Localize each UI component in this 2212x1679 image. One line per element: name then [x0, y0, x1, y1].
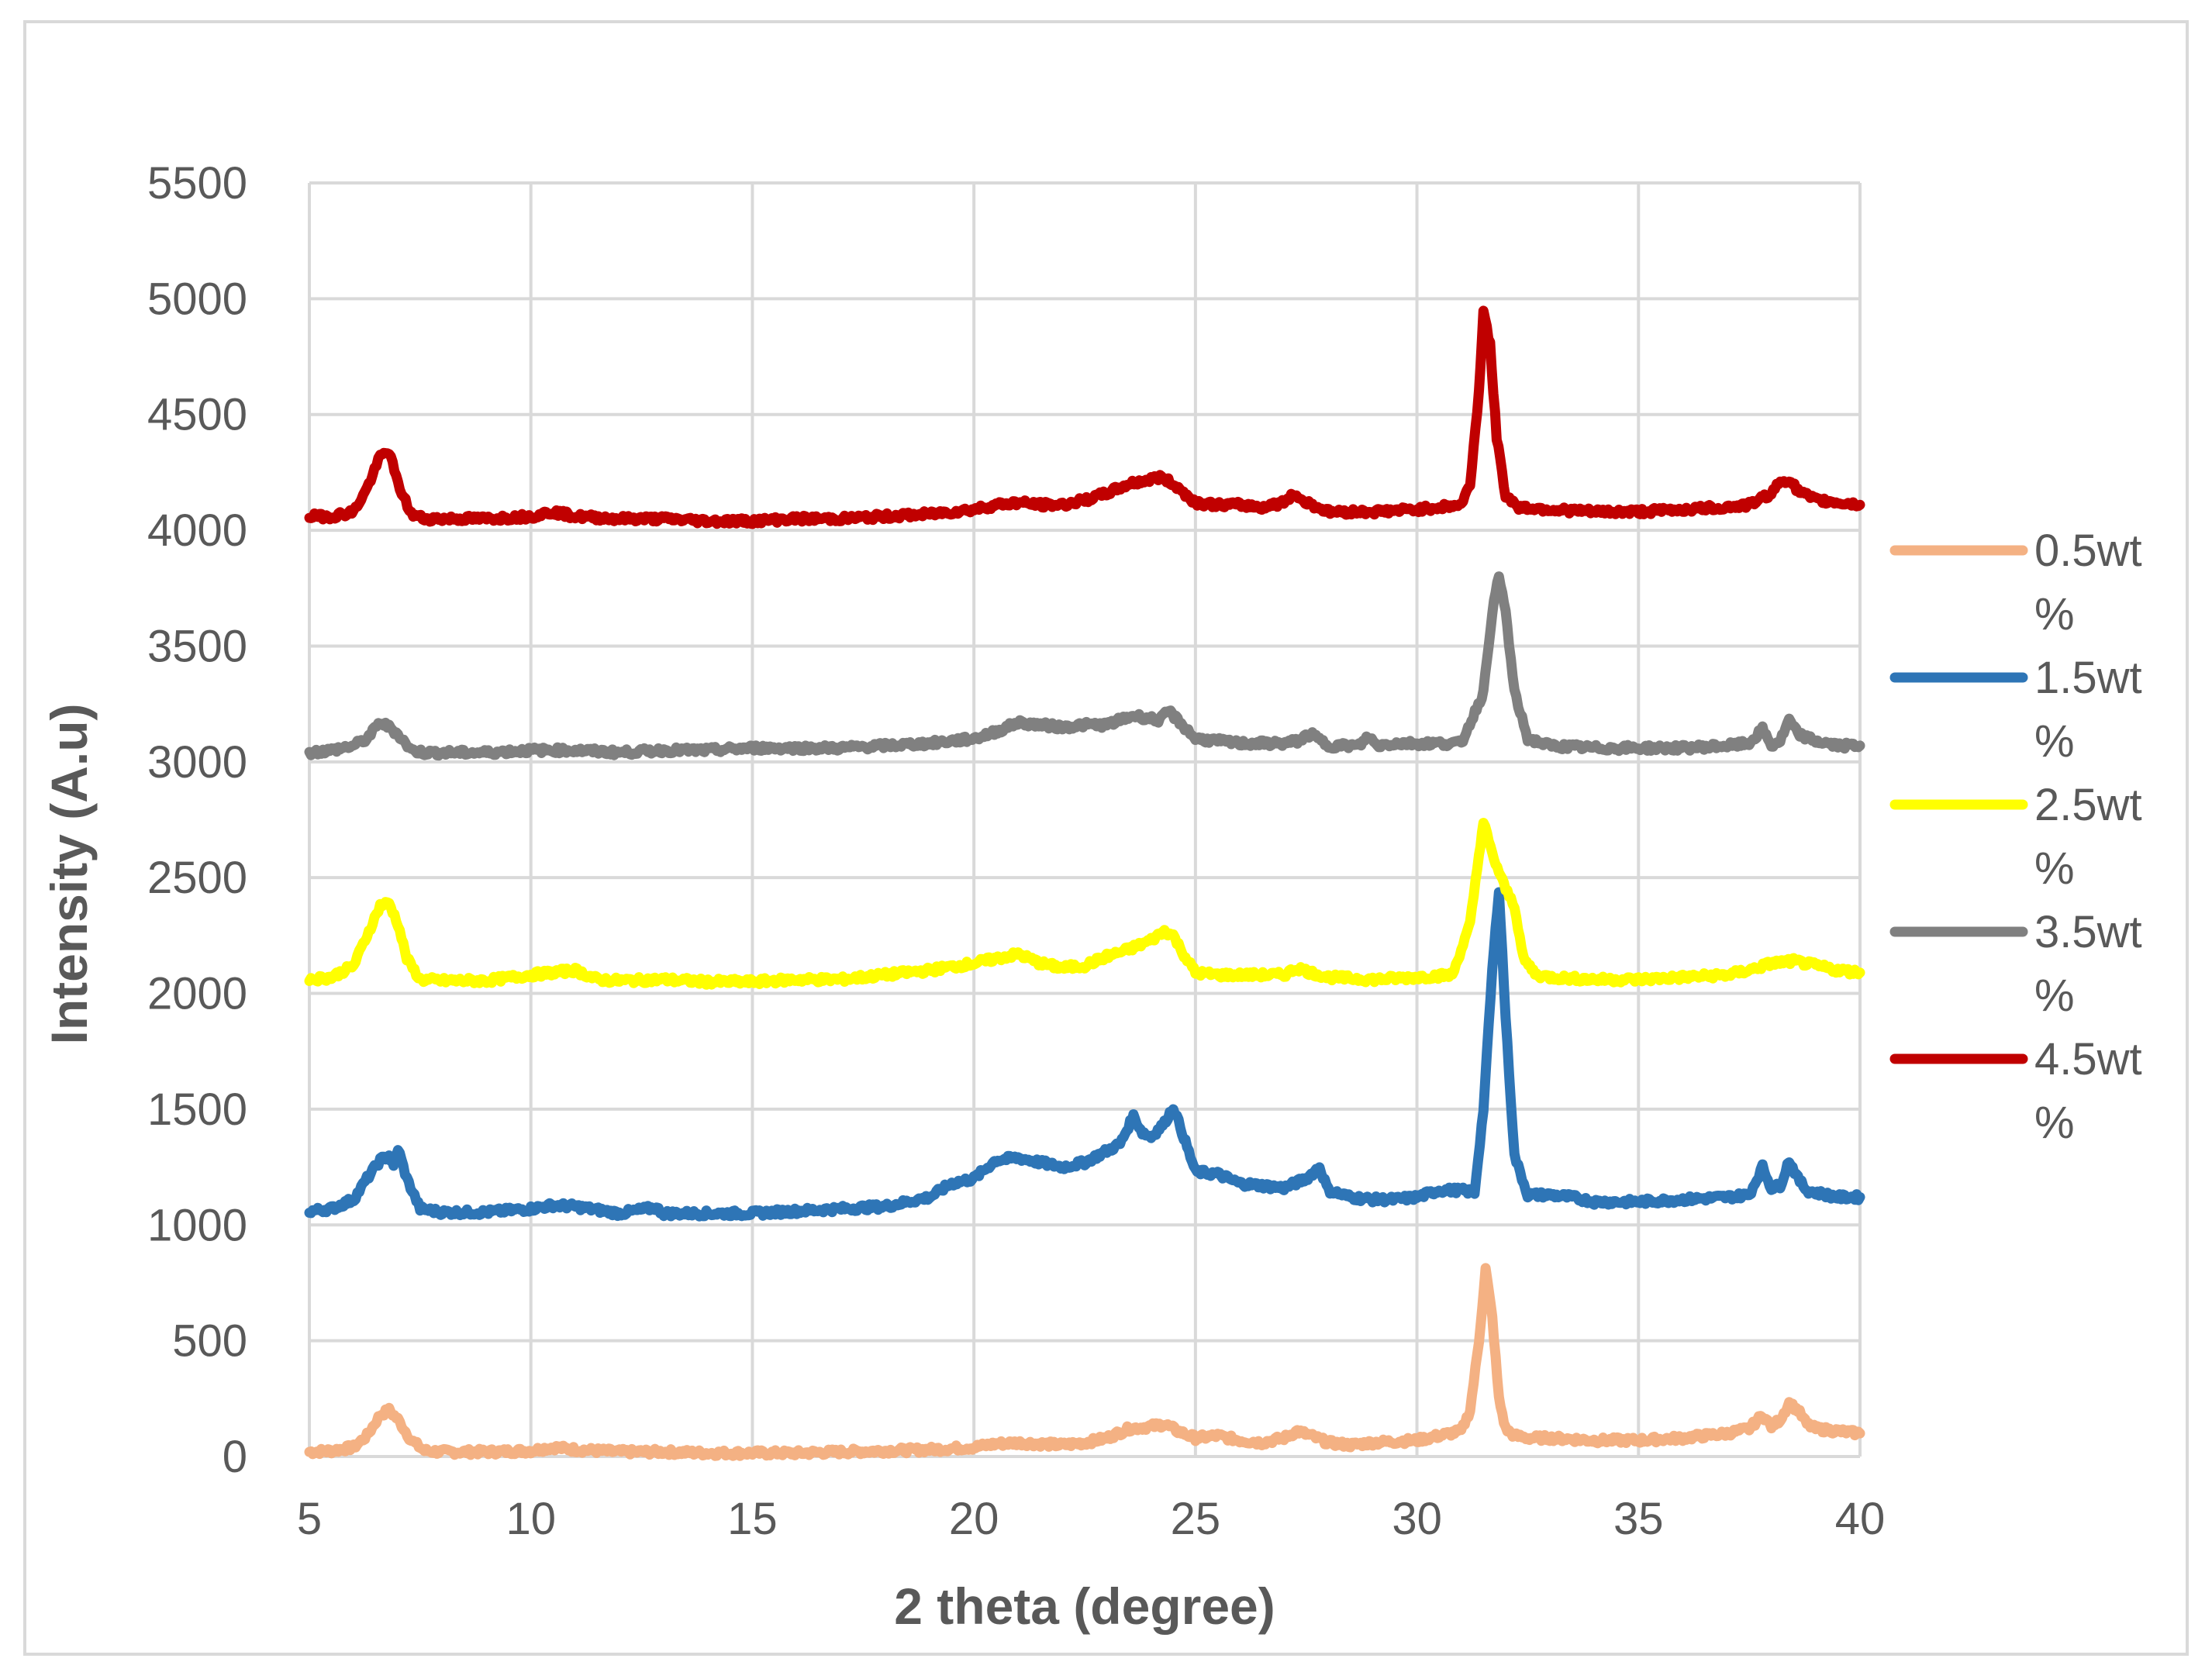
y-tick-label: 500 — [172, 1316, 247, 1367]
legend-label-line: 2.5wt — [2034, 780, 2142, 830]
y-tick-label: 1500 — [147, 1084, 247, 1135]
legend-label: 3.5wt% — [2034, 907, 2142, 1021]
y-axis-tick-labels: 0 500 1000 1500 2000 2500 3000 3500 4000 4500 5000… — [147, 158, 247, 1482]
y-tick-label: 2500 — [147, 853, 247, 903]
y-tick-label: 0 — [223, 1432, 247, 1482]
legend-label-line: % — [2034, 589, 2075, 640]
series-lines — [304, 305, 1865, 1461]
legend-label-line: % — [2034, 843, 2075, 894]
legend: 0.5wt %1.5wt %2.5wt %3.5wt %4.5wt% — [1889, 526, 2142, 1148]
legend-label-line: 3.5wt — [2034, 907, 2142, 957]
x-tick-label: 5 — [297, 1494, 322, 1544]
y-tick-label: 4500 — [147, 390, 247, 440]
legend-label-line: 0.5wt — [2034, 526, 2142, 576]
legend-label: 4.5wt% — [2034, 1034, 2142, 1148]
y-tick-label: 5500 — [147, 158, 247, 209]
legend-label-line: % — [2034, 1098, 2075, 1148]
legend-label-line: 1.5wt — [2034, 653, 2142, 703]
series-line — [304, 887, 1865, 1222]
series-line — [304, 571, 1865, 761]
y-tick-label: 4000 — [147, 505, 247, 556]
x-tick-label: 30 — [1392, 1494, 1442, 1544]
y-tick-label: 2000 — [147, 969, 247, 1019]
legend-label: 2.5wt% — [2034, 780, 2142, 894]
legend-label-line: % — [2034, 971, 2075, 1021]
series-line — [304, 1263, 1865, 1461]
series-line — [304, 818, 1865, 990]
y-axis-title: Intensity (A.u) — [40, 704, 98, 1045]
legend-label: 1.5wt% — [2034, 653, 2142, 767]
x-tick-label: 20 — [949, 1494, 999, 1544]
series-line — [304, 305, 1865, 529]
xrd-line-chart: 0 500 1000 1500 2000 2500 3000 3500 4000 4500 5000… — [40, 158, 2142, 1635]
x-tick-label: 15 — [727, 1494, 778, 1544]
x-tick-label: 25 — [1171, 1494, 1221, 1544]
legend-label-line: % — [2034, 716, 2075, 767]
legend-label-line: 4.5wt — [2034, 1034, 2142, 1084]
x-axis-title: 2 theta (degree) — [894, 1577, 1275, 1635]
y-tick-label: 1000 — [147, 1200, 247, 1250]
x-axis-tick-labels: 5 10 15 20 25 30 35 40 — [297, 1494, 1885, 1544]
chart-frame: 0 500 1000 1500 2000 2500 3000 3500 4000 4500 5000… — [23, 20, 2189, 1656]
y-tick-label: 3000 — [147, 737, 247, 788]
y-tick-label: 3500 — [147, 621, 247, 671]
x-tick-label: 35 — [1613, 1494, 1664, 1544]
y-tick-label: 5000 — [147, 274, 247, 324]
gridlines — [308, 181, 1862, 1458]
legend-label: 0.5wt% — [2034, 526, 2142, 640]
x-tick-label: 10 — [506, 1494, 556, 1544]
x-tick-label: 40 — [1835, 1494, 1886, 1544]
